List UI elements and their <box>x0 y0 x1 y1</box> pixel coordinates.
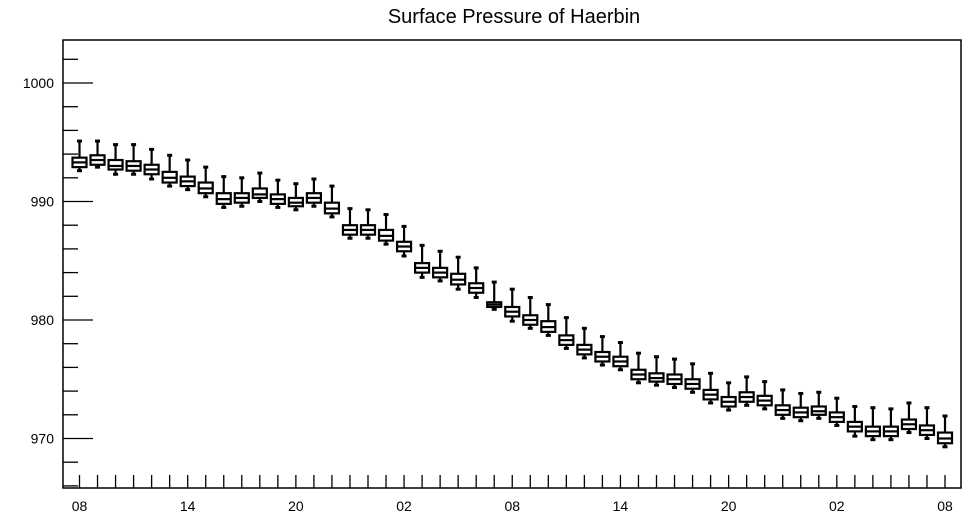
box-item <box>395 224 413 258</box>
plot-area <box>62 39 962 489</box>
box-item <box>684 362 701 394</box>
box-item <box>936 414 954 449</box>
y-tick-label: 990 <box>31 194 55 210</box>
box-item <box>305 177 323 208</box>
box-item <box>486 280 503 311</box>
box-item <box>828 396 845 427</box>
box-item <box>540 303 557 337</box>
x-tick-label: 08 <box>72 498 88 514</box>
box-body <box>251 187 268 200</box>
box-item <box>846 405 863 438</box>
box-item <box>576 326 593 360</box>
box-item <box>882 407 900 442</box>
box-item <box>359 208 377 240</box>
x-tick-label: 20 <box>288 498 304 514</box>
box-item <box>89 139 106 169</box>
box-item <box>702 371 719 405</box>
box-item <box>107 143 124 176</box>
box-item <box>468 266 485 299</box>
chart-title: Surface Pressure of Haerbin <box>388 6 640 28</box>
box-item <box>630 351 647 385</box>
x-tick-label: 08 <box>937 498 953 514</box>
box-item <box>432 249 449 283</box>
box-item <box>233 176 250 208</box>
box-item <box>377 213 395 246</box>
box-item <box>504 287 521 323</box>
y-tick-label: 1000 <box>23 75 54 91</box>
box-item <box>774 388 791 420</box>
x-tick-label: 02 <box>829 498 845 514</box>
box-item <box>594 335 611 367</box>
box-item <box>323 184 341 219</box>
box-item <box>918 406 936 440</box>
box-item <box>648 355 665 387</box>
box-item <box>666 357 683 390</box>
x-tick-label: 20 <box>721 498 737 514</box>
box-item <box>720 381 737 412</box>
box-item <box>125 143 142 176</box>
box-item <box>269 178 286 209</box>
box-series <box>71 139 954 449</box>
box-item <box>179 158 196 192</box>
box-item <box>215 175 232 209</box>
box-item <box>792 391 809 423</box>
box-body <box>107 158 124 171</box>
box-item <box>450 255 467 291</box>
box-item <box>810 390 827 420</box>
y-axis: 970 980 990 1000 <box>23 58 93 487</box>
box-item <box>756 380 773 411</box>
box-item <box>251 171 268 203</box>
box-item <box>197 165 214 199</box>
x-tick-label: 02 <box>396 498 412 514</box>
box-item <box>738 375 755 407</box>
y-tick-label: 970 <box>31 431 55 447</box>
x-tick-label: 14 <box>613 498 629 514</box>
x-tick-label: 08 <box>504 498 520 514</box>
x-axis: 08 14 20 02 08 14 20 02 08 <box>72 475 953 514</box>
box-item <box>558 316 575 350</box>
box-item <box>864 406 881 442</box>
box-item <box>287 182 304 212</box>
x-tick-label: 14 <box>180 498 196 514</box>
box-item <box>161 153 178 188</box>
box-item <box>341 207 359 240</box>
box-item <box>900 401 918 435</box>
box-item <box>522 295 539 330</box>
y-tick-label: 980 <box>31 312 55 328</box>
box-item <box>612 341 629 372</box>
box-item <box>143 147 160 181</box>
box-item <box>71 139 88 173</box>
box-item <box>413 243 431 279</box>
